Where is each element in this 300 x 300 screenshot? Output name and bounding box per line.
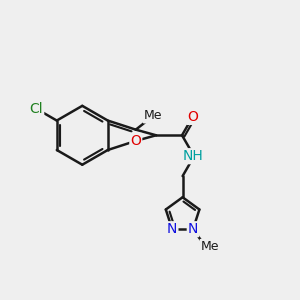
Text: O: O	[187, 110, 198, 124]
Text: O: O	[130, 134, 141, 148]
Text: Cl: Cl	[30, 102, 43, 116]
Text: N: N	[188, 222, 198, 236]
Text: Me: Me	[144, 110, 162, 122]
Text: N: N	[167, 222, 177, 236]
Text: NH: NH	[183, 149, 204, 163]
Text: Me: Me	[201, 240, 219, 253]
